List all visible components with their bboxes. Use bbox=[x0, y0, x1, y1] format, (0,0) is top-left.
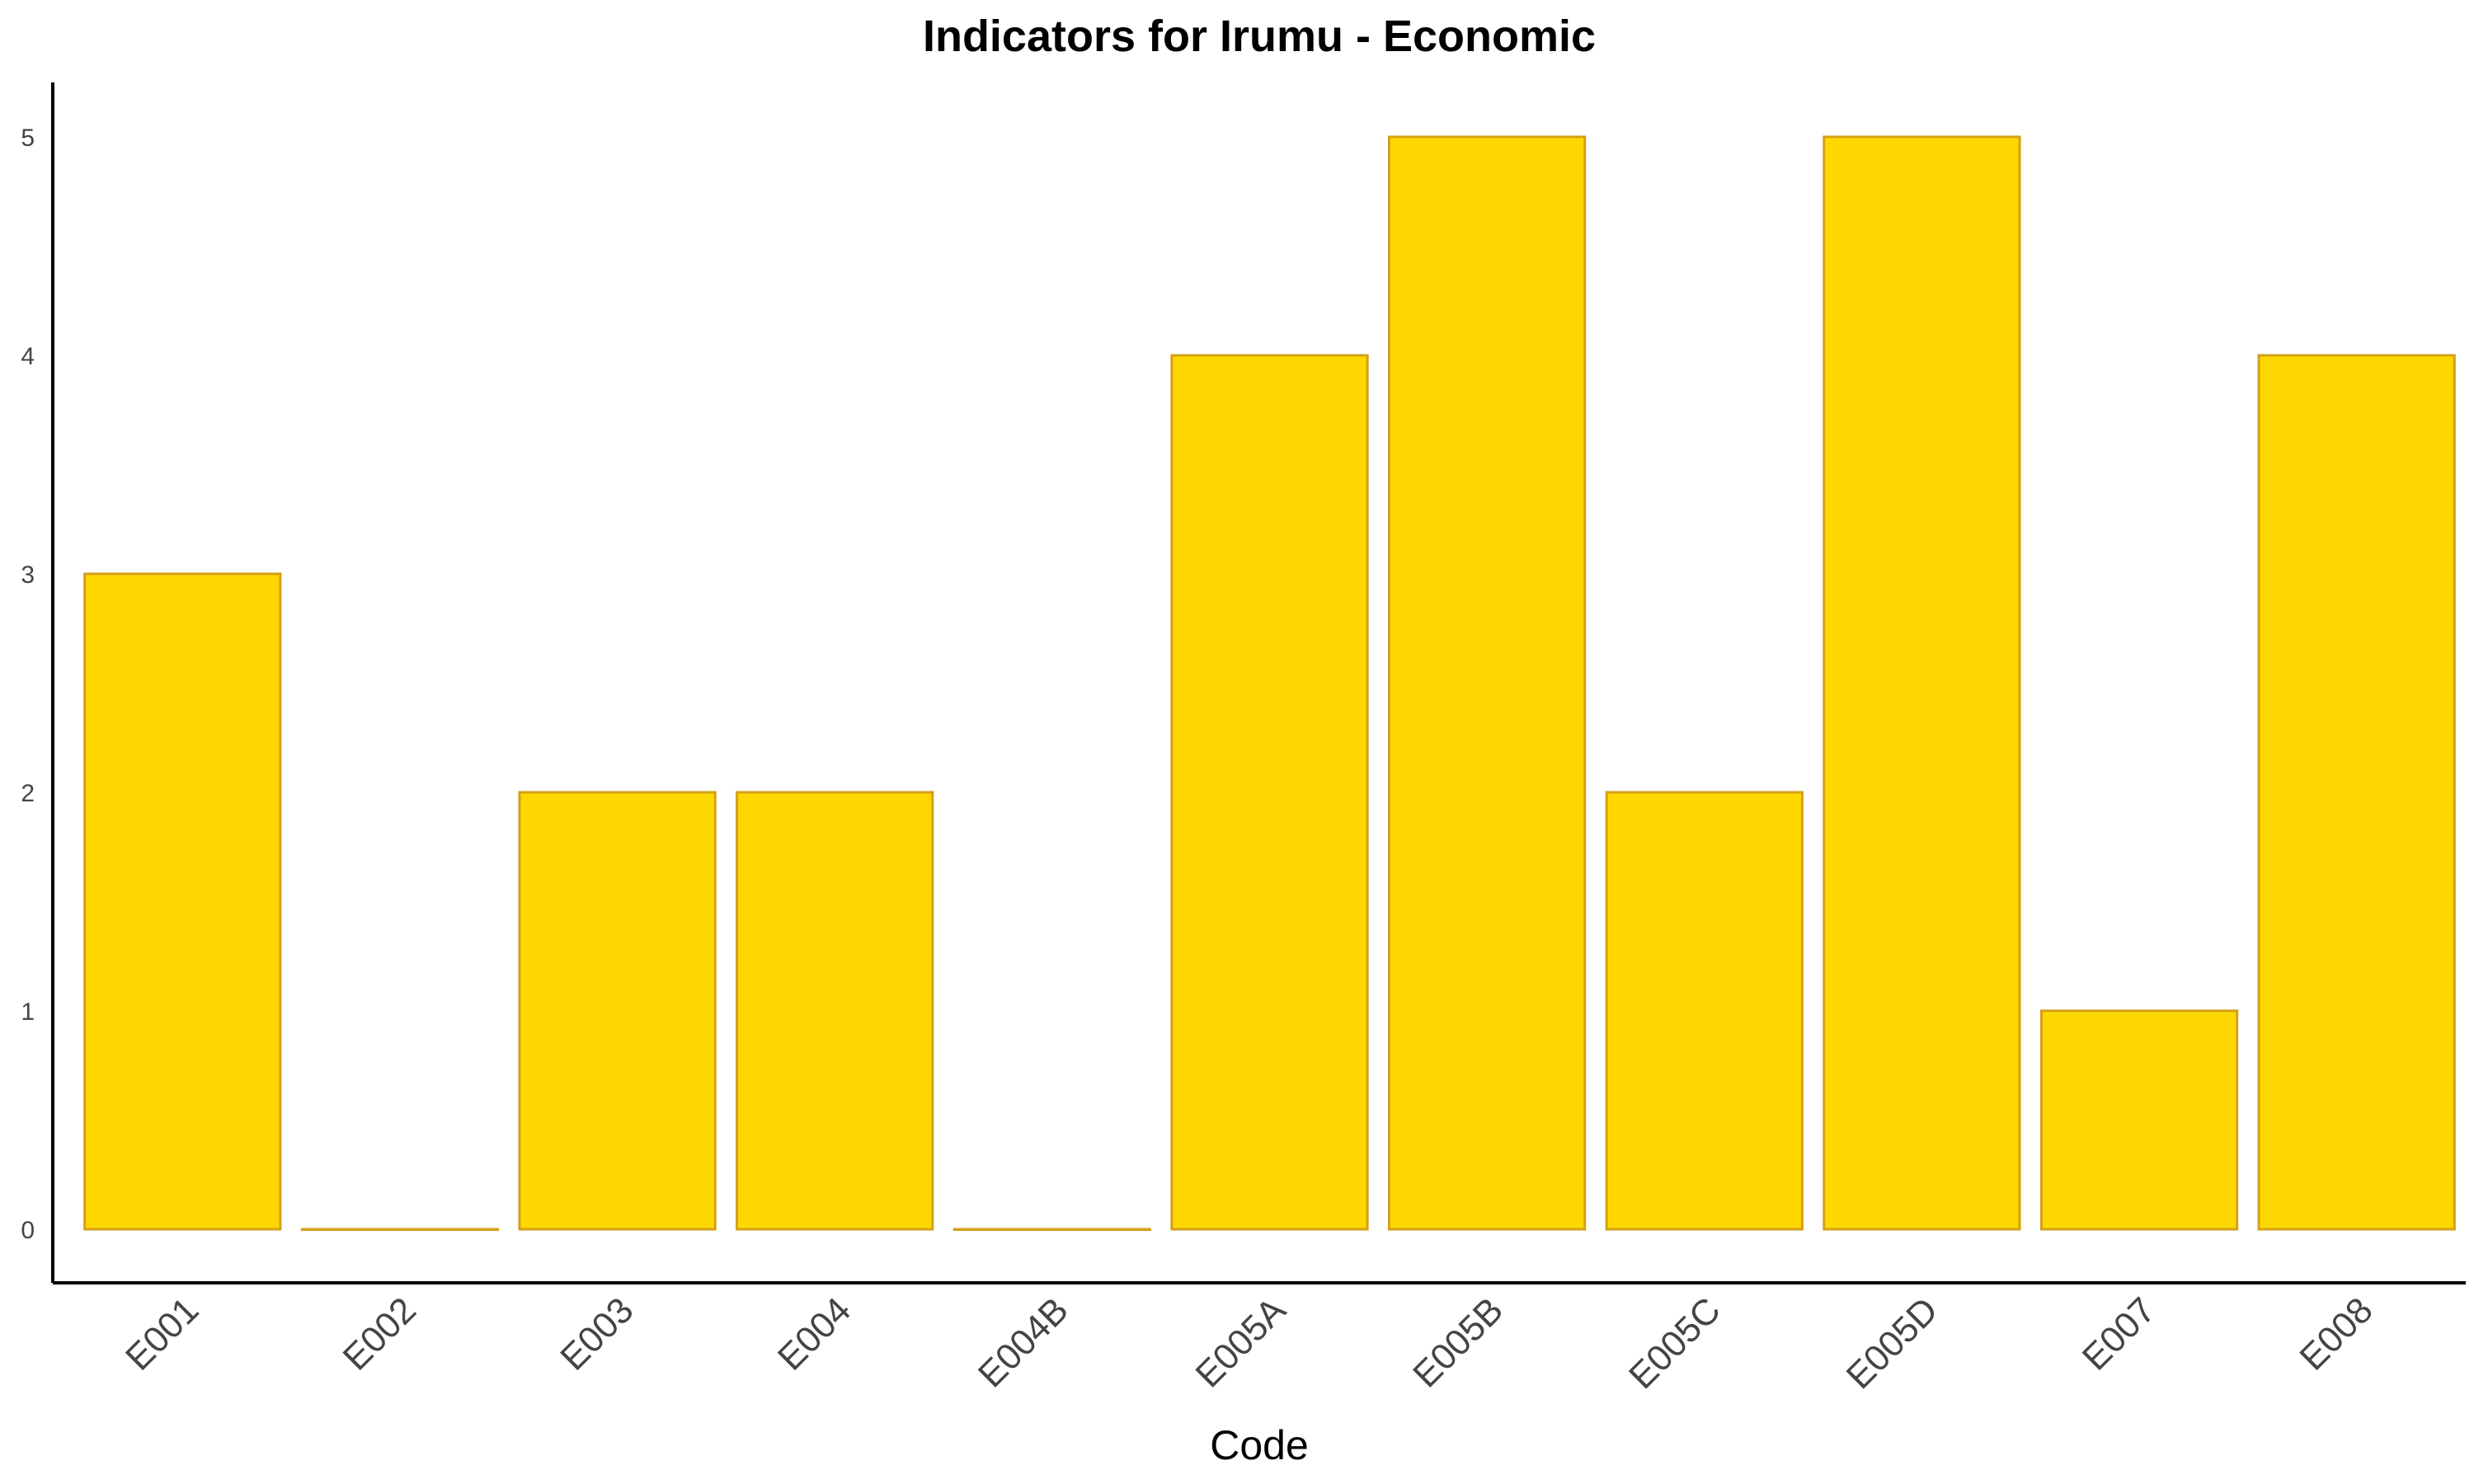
bar-e008 bbox=[2257, 354, 2456, 1231]
x-tick-label: E002 bbox=[336, 1289, 424, 1378]
x-tick-label: E008 bbox=[2292, 1289, 2380, 1378]
bar-e005c bbox=[1605, 791, 1804, 1231]
x-tick-label: E004B bbox=[971, 1289, 1076, 1395]
bar-e005a bbox=[1170, 354, 1369, 1231]
x-tick-label: E007 bbox=[2075, 1289, 2163, 1378]
y-tick-label: 0 bbox=[21, 1217, 35, 1244]
x-tick-label: E005C bbox=[1621, 1289, 1729, 1397]
x-tick-label: E005D bbox=[1839, 1289, 1946, 1397]
y-tick-label: 3 bbox=[21, 561, 35, 589]
y-axis-ticks: 0 1 2 3 4 5 bbox=[21, 124, 35, 1244]
bar-e005d bbox=[1823, 135, 2021, 1231]
x-axis-ticks: E001 E002 E003 E004 E004B E005A E005B E005C E005… bbox=[118, 1289, 2381, 1397]
bar-e001 bbox=[83, 572, 282, 1231]
x-tick-label: E004 bbox=[770, 1289, 858, 1378]
x-tick-label: E001 bbox=[118, 1289, 206, 1378]
bar-e005b bbox=[1388, 135, 1587, 1231]
bars-group bbox=[83, 135, 2456, 1231]
y-tick-label: 4 bbox=[21, 343, 35, 370]
y-tick-label: 1 bbox=[21, 998, 35, 1026]
bar-e003 bbox=[518, 791, 717, 1231]
bar-e007 bbox=[2039, 1009, 2239, 1231]
x-tick-label: E003 bbox=[553, 1289, 641, 1378]
x-axis-label: Code bbox=[1210, 1422, 1309, 1468]
y-tick-label: 5 bbox=[21, 124, 35, 152]
x-tick-label: E005A bbox=[1188, 1289, 1295, 1396]
y-tick-label: 2 bbox=[21, 780, 35, 807]
x-tick-label: E005B bbox=[1405, 1289, 1511, 1395]
bar-e004 bbox=[736, 791, 934, 1231]
bar-e004b bbox=[952, 1228, 1152, 1231]
bar-e002 bbox=[300, 1228, 500, 1231]
chart-title: Indicators for Irumu - Economic bbox=[923, 12, 1596, 61]
